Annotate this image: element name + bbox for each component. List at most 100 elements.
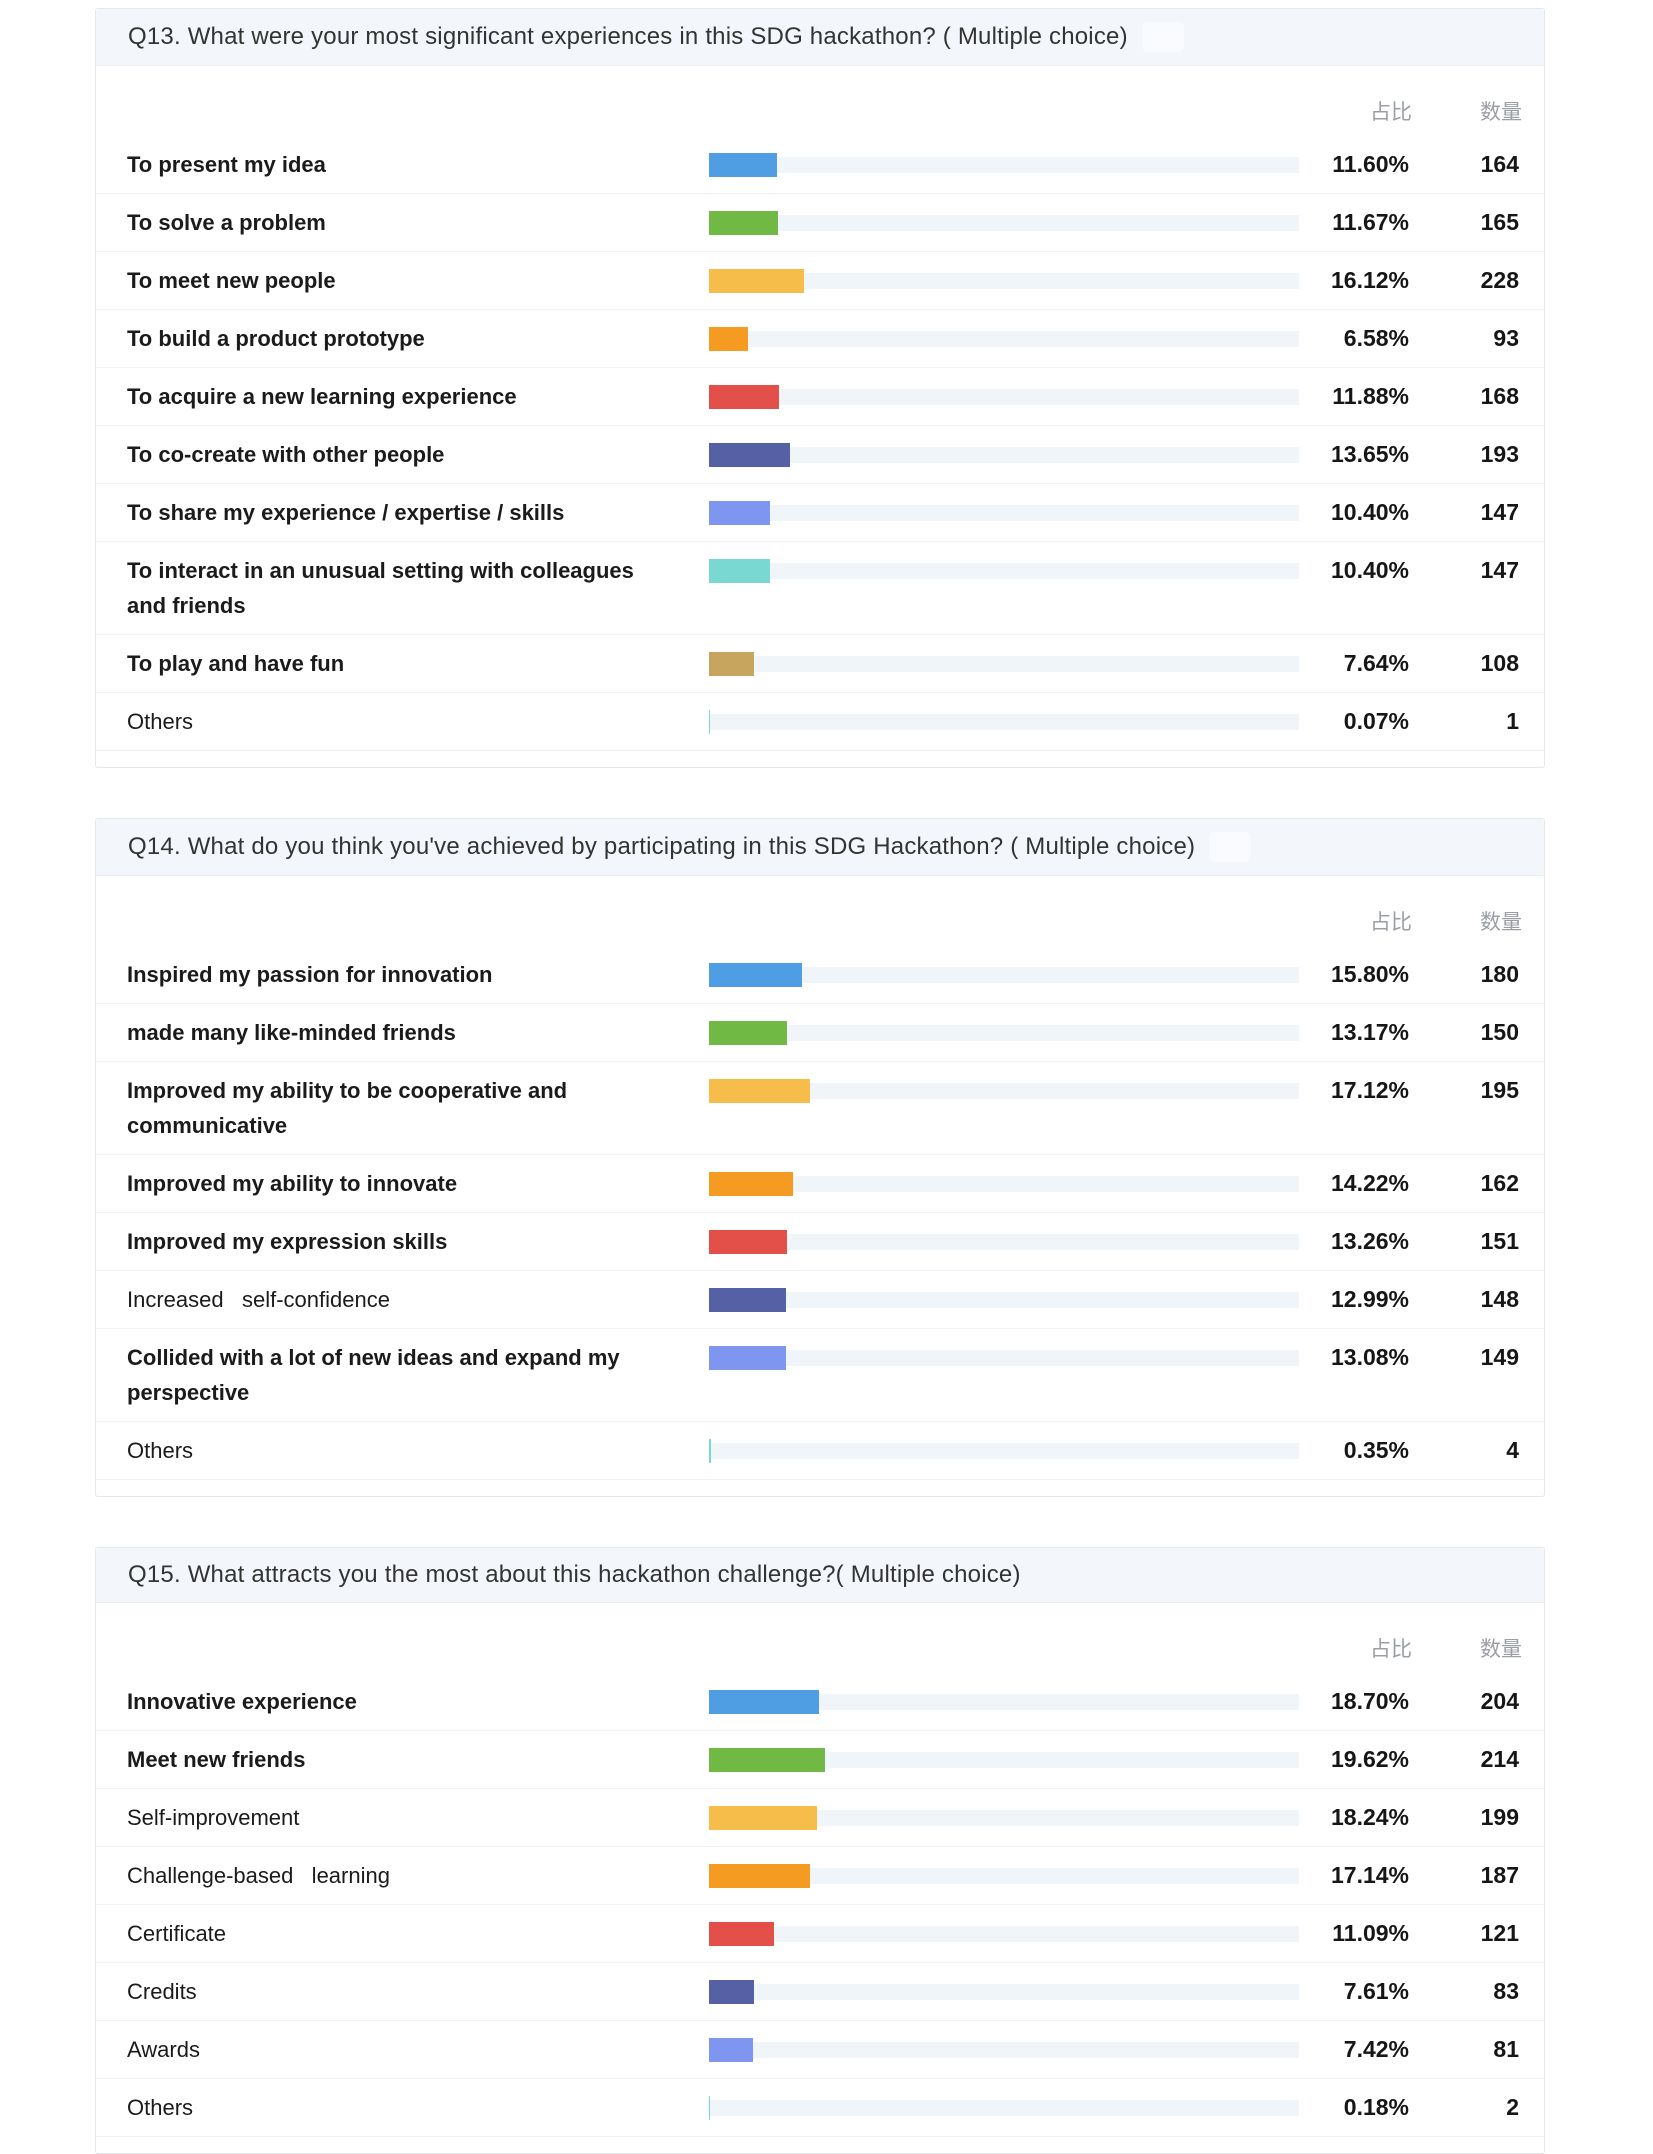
percent-value: 12.99% [1299,1282,1409,1317]
bar-cell [709,1806,1299,1830]
answer-label: Challenge-based learning [127,1858,709,1893]
count-column-header: 数量 [1412,906,1522,936]
percent-value: 0.18% [1299,2090,1409,2125]
count-value: 1 [1409,704,1519,739]
answer-label: Self-improvement [127,1800,709,1835]
bar-fill [709,1980,754,2004]
percent-value: 17.14% [1299,1858,1409,1893]
percent-value: 7.42% [1299,2032,1409,2067]
bar-fill [709,385,779,409]
count-value: 147 [1409,553,1519,588]
percent-value: 0.07% [1299,704,1409,739]
answer-rows: Inspired my passion for innovation 15.80%… [96,946,1544,1496]
percent-value: 16.12% [1299,263,1409,298]
column-headers: 占比 数量 [96,876,1544,946]
count-value: 121 [1409,1916,1519,1951]
percent-value: 0.35% [1299,1433,1409,1468]
percent-value: 6.58% [1299,321,1409,356]
question-title: Q14. What do you think you've achieved b… [128,833,1195,861]
bar-cell [709,2096,1299,2120]
bar-cell [709,1748,1299,1772]
percent-value: 7.61% [1299,1974,1409,2009]
bar-cell [709,1346,1299,1370]
bar-track [709,389,1299,405]
answer-label: Improved my ability to innovate [127,1166,709,1201]
bar-track [709,1292,1299,1308]
answer-label: To co-create with other people [127,437,709,472]
count-value: 168 [1409,379,1519,414]
count-value: 93 [1409,321,1519,356]
percent-value: 18.24% [1299,1800,1409,1835]
bar-fill [709,327,748,351]
answer-label: Awards [127,2032,709,2067]
bar-cell [709,385,1299,409]
percent-value: 13.17% [1299,1015,1409,1050]
count-value: 2 [1409,2090,1519,2125]
percent-column-header: 占比 [1302,906,1412,936]
answer-label: Improved my ability to be cooperative an… [127,1073,709,1143]
percent-value: 11.60% [1299,147,1409,182]
answer-label: Inspired my passion for innovation [127,957,709,992]
bar-fill [709,1864,810,1888]
percent-value: 11.88% [1299,379,1409,414]
answer-label: Others [127,2090,709,2125]
question-panel-q15: Q15. What attracts you the most about th… [95,1547,1545,2154]
percent-value: 7.64% [1299,646,1409,681]
bar-track [709,1926,1299,1942]
bar-fill [709,443,790,467]
answer-label: To play and have fun [127,646,709,681]
answer-label: To acquire a new learning experience [127,379,709,414]
bar-track [709,505,1299,521]
count-value: 180 [1409,957,1519,992]
count-value: 199 [1409,1800,1519,1835]
answer-row: To share my experience / expertise / ski… [96,484,1544,542]
bar-cell [709,153,1299,177]
bar-cell [709,2038,1299,2062]
answer-label: To solve a problem [127,205,709,240]
bar-cell [709,269,1299,293]
bar-cell [709,501,1299,525]
count-value: 151 [1409,1224,1519,1259]
bar-cell [709,1021,1299,1045]
answer-row: Improved my ability to be cooperative an… [96,1062,1544,1155]
bar-track [709,215,1299,231]
answer-label: Meet new friends [127,1742,709,1777]
bar-fill [709,652,754,676]
bar-cell [709,559,1299,583]
panel-header: Q14. What do you think you've achieved b… [96,819,1544,876]
count-value: 214 [1409,1742,1519,1777]
count-value: 4 [1409,1433,1519,1468]
count-value: 149 [1409,1340,1519,1375]
percent-value: 15.80% [1299,957,1409,992]
percent-column-header: 占比 [1302,96,1412,126]
bar-track [709,563,1299,579]
count-column-header: 数量 [1412,1633,1522,1663]
question-panel-q14: Q14. What do you think you've achieved b… [95,818,1545,1497]
bar-cell [709,1690,1299,1714]
bar-cell [709,1864,1299,1888]
bar-track [709,656,1299,672]
answer-label: To present my idea [127,147,709,182]
answer-label: To interact in an unusual setting with c… [127,553,709,623]
bar-fill [709,559,770,583]
question-title: Q15. What attracts you the most about th… [128,1561,1021,1589]
bar-cell [709,652,1299,676]
answer-label: Collided with a lot of new ideas and exp… [127,1340,709,1410]
bar-cell [709,1172,1299,1196]
count-value: 204 [1409,1684,1519,1719]
